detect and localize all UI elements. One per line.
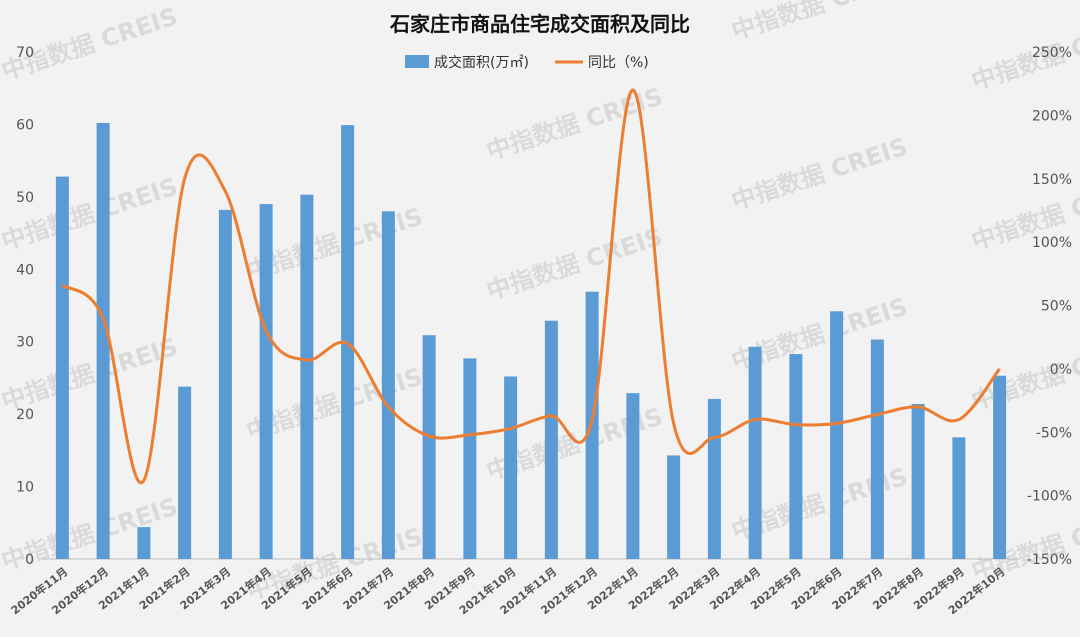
bar (993, 375, 1007, 559)
axes: 0 10 20 30 40 50 60 70 -150% -100% -50% 0% 50% 100% 15… (16, 45, 1072, 568)
bar (952, 437, 966, 559)
watermark-text: 中指数据 CREIS (483, 83, 666, 166)
y-right-tick-label: -50% (1036, 425, 1072, 441)
line-series (61, 88, 1001, 485)
bar (626, 393, 640, 559)
bar (381, 211, 395, 560)
bar (422, 335, 436, 559)
x-axis-labels: 2020年11月2020年12月2021年1月2021年2月2021年3月202… (8, 564, 1007, 617)
y-left-tick-label: 70 (16, 45, 34, 61)
chart-title: 石家庄市商品住宅成交面积及同比 (389, 12, 690, 36)
y-right-tick-label: 50% (1041, 299, 1072, 315)
y-left-tick-label: 30 (16, 335, 34, 351)
bar (830, 311, 844, 559)
bar (504, 376, 518, 559)
watermark-text: 中指数据 CREIS (0, 173, 181, 256)
y-right-tick-label: 100% (1032, 235, 1072, 251)
legend-line-label: 同比（%) (588, 55, 649, 71)
bar (178, 386, 192, 559)
y-left-tick-label: 40 (16, 262, 34, 278)
y-left-tick-label: 60 (16, 117, 34, 133)
y-left-tick-label: 0 (25, 552, 34, 568)
y-right-tick-label: -150% (1027, 552, 1072, 568)
legend-bar-label: 成交面积(万㎡) (434, 54, 529, 71)
bar (911, 404, 925, 559)
bar (300, 194, 314, 560)
y-left-tick-label: 50 (16, 190, 34, 206)
legend: 成交面积(万㎡) 同比（%) (405, 54, 649, 71)
bar (585, 291, 599, 559)
bar (137, 527, 151, 559)
y-right-tick-label: 250% (1032, 45, 1072, 61)
bar (789, 354, 803, 559)
watermark-text: 中指数据 CREIS (728, 133, 911, 216)
bar (544, 320, 558, 559)
bar (463, 358, 477, 559)
bar (870, 339, 884, 559)
watermark-text: 中指数据 CREIS (968, 503, 1080, 586)
bar (259, 204, 273, 559)
bar (55, 176, 69, 559)
y-right-tick-label: 150% (1032, 172, 1072, 188)
y-right-tick-label: -100% (1027, 489, 1072, 505)
bar (96, 122, 110, 559)
y-left-tick-label: 20 (16, 407, 34, 423)
watermark-text: 中指数据 CREIS (483, 223, 666, 306)
watermark-text: 中指数据 CREIS (728, 0, 911, 46)
legend-bar-swatch (405, 55, 429, 68)
bar (707, 398, 721, 559)
bar (218, 209, 232, 559)
y-left-tick-label: 10 (16, 480, 34, 496)
bar (748, 346, 762, 559)
y-right-tick-label: 200% (1032, 108, 1072, 124)
y-right-tick-label: 0% (1050, 362, 1072, 378)
bar (667, 455, 681, 559)
